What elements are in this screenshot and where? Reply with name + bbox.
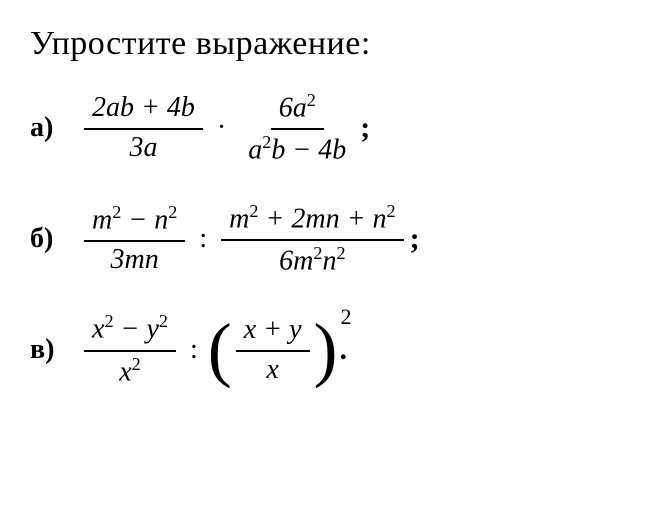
denominator-v1: x2 <box>111 352 149 390</box>
operator-v-colon: : <box>190 334 198 366</box>
numerator-b2: m2 + 2mn + n2 <box>221 199 403 241</box>
fraction-v2: x + y x <box>236 312 310 388</box>
punct-v: . <box>340 333 348 367</box>
denominator-a2: a2b − 4b <box>240 130 354 168</box>
numerator-v2: x + y <box>236 312 310 352</box>
operator-a-dot: · <box>217 112 226 144</box>
fraction-v1: x2 − y2 x2 <box>84 309 176 390</box>
denominator-b1: 3mn <box>103 242 167 278</box>
denominator-v2: x <box>258 352 286 388</box>
fraction-a2: 6a2 a2b − 4b <box>240 88 354 169</box>
fraction-b1: m2 − n2 3mn <box>84 200 185 278</box>
problem-a: а) 2ab + 4b 3a · 6a2 a2b − 4b ; <box>30 88 637 169</box>
problem-b: б) m2 − n2 3mn : m2 + 2mn + n2 6m2n2 ; <box>30 199 637 280</box>
page-title: Упростите выражение: <box>30 25 637 63</box>
expression-b: m2 − n2 3mn : m2 + 2mn + n2 6m2n2 ; <box>80 199 420 280</box>
expression-v: x2 − y2 x2 : ( x + y x ) 2 . <box>80 309 347 390</box>
expression-a: 2ab + 4b 3a · 6a2 a2b − 4b ; <box>80 88 370 169</box>
label-a: а) <box>30 112 68 144</box>
right-paren-icon: ) <box>314 321 338 379</box>
punct-a: ; <box>360 111 370 145</box>
label-b: б) <box>30 223 68 255</box>
punct-b: ; <box>410 222 420 256</box>
paren-group-v: ( x + y x ) 2 <box>208 312 338 388</box>
numerator-a2: 6a2 <box>271 88 324 130</box>
left-paren-icon: ( <box>208 321 232 379</box>
denominator-a1: 3a <box>121 130 165 166</box>
numerator-b1: m2 − n2 <box>84 200 185 242</box>
numerator-a1: 2ab + 4b <box>84 90 203 130</box>
numerator-v1: x2 − y2 <box>84 309 176 351</box>
problem-v: в) x2 − y2 x2 : ( x + y x ) 2 . <box>30 309 637 390</box>
label-v: в) <box>30 334 68 366</box>
denominator-b2: 6m2n2 <box>271 241 353 279</box>
operator-b-colon: : <box>199 223 207 255</box>
fraction-b2: m2 + 2mn + n2 6m2n2 <box>221 199 403 280</box>
fraction-a1: 2ab + 4b 3a <box>84 90 203 166</box>
outer-exponent-v: 2 <box>341 304 352 330</box>
